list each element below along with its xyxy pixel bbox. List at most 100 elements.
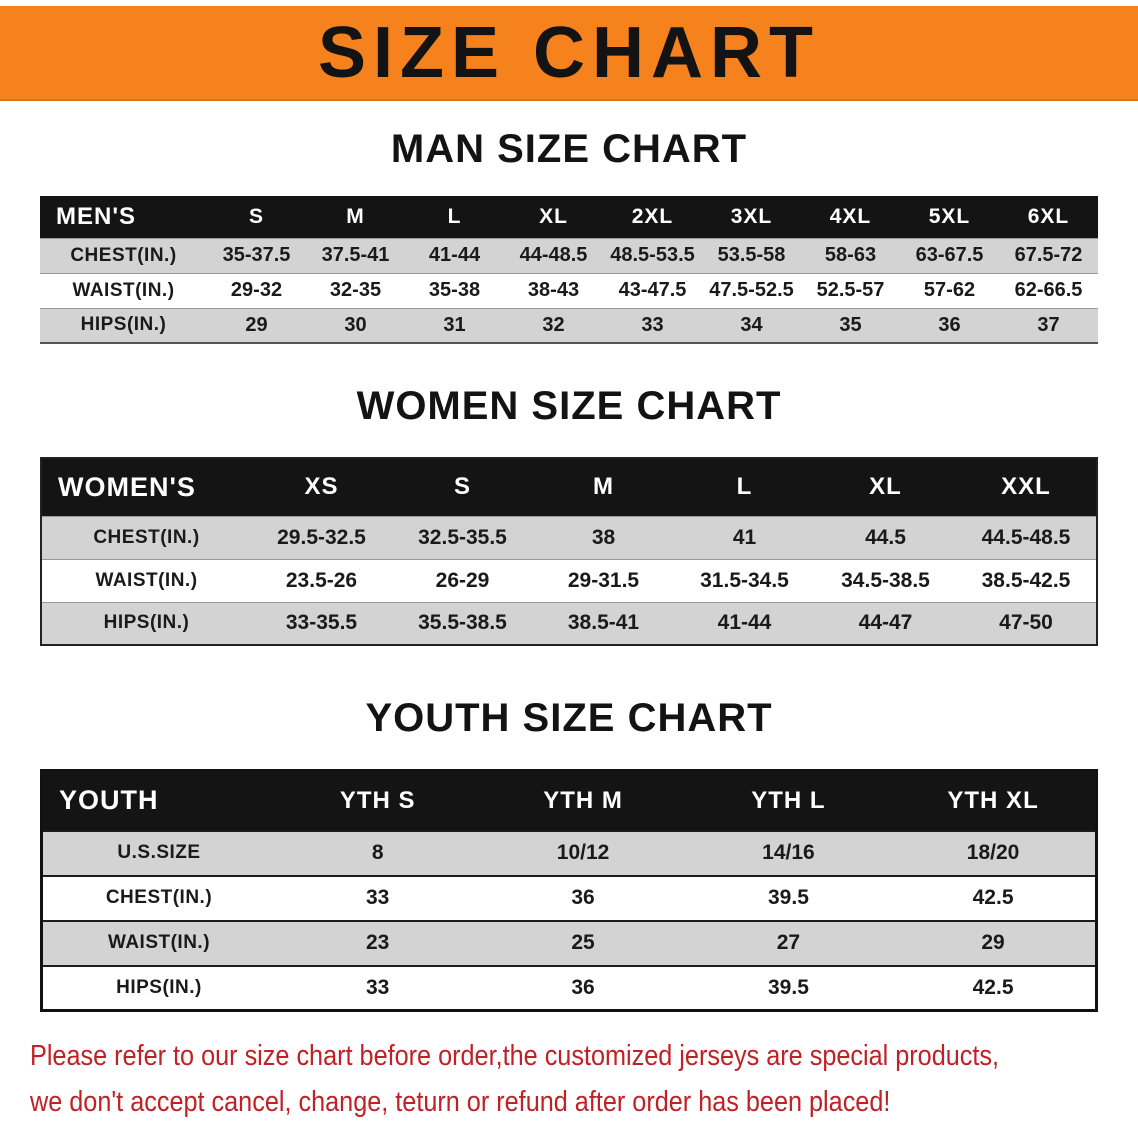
measurement-value: 10/12 bbox=[556, 841, 610, 864]
table-row: WAIST(IN.) 23 25 27 29 bbox=[41, 920, 1097, 966]
measurement-label: HIPS(IN.) bbox=[80, 314, 167, 336]
measurement-value: 32.5-35.5 bbox=[418, 525, 507, 549]
table-row: WAIST(IN.) 23.5-26 26-29 29-31.5 31.5-34.5 34… bbox=[41, 559, 1097, 602]
measurement-value: 38.5-41 bbox=[567, 611, 640, 635]
measurement-value: 31.5-34.5 bbox=[700, 568, 789, 592]
measurement-value: 26-29 bbox=[435, 568, 490, 592]
measurement-value: 31 bbox=[443, 313, 466, 336]
size-column-header: YTH XL bbox=[947, 786, 1039, 814]
measurement-value: 27 bbox=[776, 931, 801, 954]
measurement-value: 44-47 bbox=[858, 611, 913, 635]
measurement-value: 37.5-41 bbox=[321, 244, 390, 266]
size-column-header: XL bbox=[869, 473, 902, 501]
youth-size-table: YOUTH YTH S YTH M YTH L YTH XL U.S.SIZE 8 10/12… bbox=[40, 769, 1098, 1012]
table-row: CHEST(IN.) 29.5-32.5 32.5-35.5 38 41 44.5 44.5… bbox=[41, 516, 1097, 559]
men-section-heading: MAN SIZE CHART bbox=[390, 127, 748, 171]
size-column-header: 4XL bbox=[829, 204, 872, 228]
size-column-header: M bbox=[593, 473, 614, 501]
measurement-label: HIPS(IN.) bbox=[103, 612, 190, 634]
measurement-value: 30 bbox=[344, 313, 367, 336]
measurement-value: 33 bbox=[366, 886, 390, 909]
table-row: HIPS(IN.) 29 30 31 32 33 34 35 36 37 bbox=[40, 308, 1098, 343]
measurement-label: CHEST(IN.) bbox=[105, 887, 213, 908]
measurement-value: 39.5 bbox=[768, 975, 809, 999]
size-column-header: XXL bbox=[1001, 473, 1051, 501]
size-column-header: S bbox=[248, 204, 264, 228]
size-column-header: L bbox=[447, 204, 462, 228]
women-section-heading: WOMEN SIZE CHART bbox=[356, 384, 782, 428]
measurement-value: 35-37.5 bbox=[222, 244, 291, 266]
measurement-label: HIPS(IN.) bbox=[116, 976, 202, 998]
measurement-value: 35-38 bbox=[428, 279, 481, 301]
size-column-header: M bbox=[346, 204, 365, 228]
table-corner-label: WOMEN'S bbox=[58, 471, 196, 502]
measurement-value: 29.5-32.5 bbox=[277, 525, 366, 549]
measurement-label: WAIST(IN.) bbox=[72, 279, 175, 301]
table-corner-label: MEN'S bbox=[56, 202, 137, 230]
size-column-header: 3XL bbox=[730, 204, 773, 228]
measurement-label: U.S.SIZE bbox=[117, 842, 201, 863]
size-column-header: YTH S bbox=[339, 786, 416, 814]
page-title: SIZE CHART bbox=[318, 12, 820, 93]
measurement-value: 62-66.5 bbox=[1014, 279, 1083, 301]
size-column-header: 2XL bbox=[631, 204, 674, 228]
measurement-value: 42.5 bbox=[972, 886, 1014, 909]
size-column-header: 5XL bbox=[928, 204, 971, 228]
women-size-table: WOMEN'S XS S M L XL XXL CHEST(IN.) 29.5-32.5 32.5… bbox=[40, 457, 1098, 646]
measurement-value: 44.5-48.5 bbox=[981, 525, 1071, 549]
disclaimer-line-1: Please refer to our size chart before or… bbox=[30, 1040, 1000, 1072]
size-column-header: XS bbox=[304, 473, 339, 501]
table-row: WAIST(IN.) 29-32 32-35 35-38 38-43 43-47.5 47.… bbox=[40, 273, 1098, 308]
measurement-value: 36 bbox=[938, 313, 961, 336]
measurement-value: 37 bbox=[1037, 313, 1060, 336]
measurement-value: 14/16 bbox=[762, 841, 815, 864]
measurement-value: 52.5-57 bbox=[816, 279, 885, 301]
measurement-value: 36 bbox=[571, 886, 595, 909]
men-size-table: MEN'S S M L XL 2XL 3XL 4XL 5XL 6XL CHEST(IN.) 35-37… bbox=[40, 196, 1098, 344]
table-row: HIPS(IN.) 33 36 39.5 42.5 bbox=[41, 965, 1097, 1011]
measurement-value: 33 bbox=[366, 975, 390, 999]
measurement-value: 38-43 bbox=[527, 279, 580, 301]
measurement-value: 44-48.5 bbox=[519, 244, 588, 266]
measurement-label: WAIST(IN.) bbox=[107, 932, 211, 953]
disclaimer-line-2: we don't accept cancel, change, teturn o… bbox=[30, 1085, 891, 1118]
size-column-header: YTH L bbox=[751, 786, 826, 814]
table-header-row: YOUTH YTH S YTH M YTH L YTH XL bbox=[41, 770, 1097, 831]
measurement-value: 35 bbox=[839, 313, 862, 336]
measurement-value: 42.5 bbox=[972, 975, 1014, 999]
measurement-value: 35.5-38.5 bbox=[418, 611, 507, 635]
measurement-value: 41-44 bbox=[428, 244, 481, 266]
measurement-value: 38 bbox=[591, 525, 616, 549]
measurement-value: 23.5-26 bbox=[285, 568, 358, 592]
measurement-value: 48.5-53.5 bbox=[610, 244, 695, 266]
size-chart-page: SIZE CHART MAN SIZE CHART MEN'S S M L XL 2XL 3… bbox=[0, 6, 1138, 1126]
measurement-value: 67.5-72 bbox=[1014, 244, 1083, 266]
size-column-header: L bbox=[736, 473, 753, 501]
section-youth: YOUTH SIZE CHART YOUTH YTH S YTH M YTH L YTH… bbox=[0, 646, 1138, 1012]
measurement-value: 25 bbox=[571, 931, 595, 954]
measurement-value: 29-31.5 bbox=[567, 568, 640, 592]
measurement-value: 33 bbox=[641, 313, 664, 336]
section-women: WOMEN SIZE CHART WOMEN'S XS S M L XL XXL CHEST(… bbox=[0, 344, 1138, 646]
measurement-label: WAIST(IN.) bbox=[95, 569, 198, 591]
measurement-value: 29-32 bbox=[230, 279, 283, 301]
size-column-header: YTH M bbox=[543, 786, 623, 814]
table-row: HIPS(IN.) 33-35.5 35.5-38.5 38.5-41 41-44 44-… bbox=[41, 602, 1097, 645]
measurement-value: 41-44 bbox=[717, 611, 772, 635]
size-column-header: XL bbox=[539, 204, 568, 228]
table-header-row: MEN'S S M L XL 2XL 3XL 4XL 5XL 6XL bbox=[40, 196, 1098, 238]
measurement-value: 63-67.5 bbox=[915, 244, 984, 266]
disclaimer: Please refer to our size chart before or… bbox=[30, 1034, 1138, 1126]
table-row: CHEST(IN.) 33 36 39.5 42.5 bbox=[41, 875, 1097, 921]
table-row: U.S.SIZE 8 10/12 14/16 18/20 bbox=[41, 830, 1097, 876]
section-men: MAN SIZE CHART MEN'S S M L XL 2XL 3XL 4XL 5XL 6XL… bbox=[0, 101, 1138, 344]
measurement-value: 34.5-38.5 bbox=[841, 568, 930, 592]
measurement-value: 58-63 bbox=[824, 244, 877, 266]
measurement-value: 33-35.5 bbox=[285, 611, 358, 635]
measurement-label: CHEST(IN.) bbox=[70, 244, 177, 266]
measurement-value: 41 bbox=[732, 525, 757, 549]
measurement-value: 8 bbox=[371, 841, 384, 864]
banner: SIZE CHART bbox=[0, 6, 1138, 101]
measurement-value: 57-62 bbox=[923, 279, 976, 301]
youth-section-heading: YOUTH SIZE CHART bbox=[365, 696, 773, 740]
